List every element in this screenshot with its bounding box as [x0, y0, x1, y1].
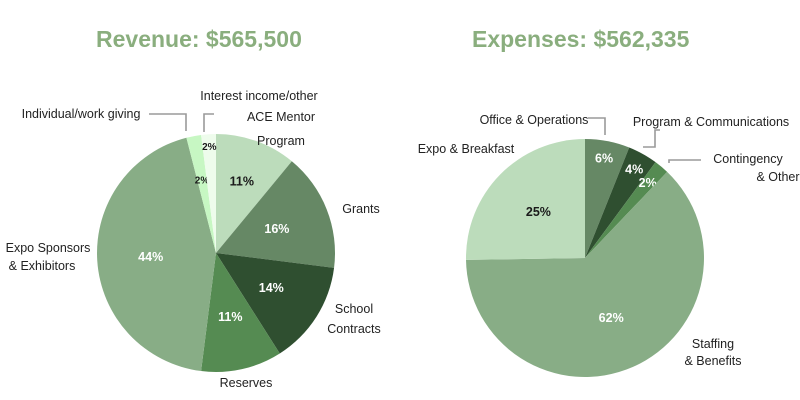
revenue-leader-line-individual-work-giving	[149, 113, 187, 131]
expenses-slice-office-operations	[585, 139, 630, 258]
revenue-pct-label-school-contracts: 14%	[259, 281, 284, 295]
revenue-chart-title: Revenue: $565,500	[96, 26, 302, 52]
expenses-category-label-program-communications: Program & Communications	[633, 115, 789, 129]
revenue-category-label-school-contracts: School	[335, 302, 373, 316]
expenses-pct-label-expo-breakfast: 25%	[526, 205, 551, 219]
expenses-pct-label-office-operations: 6%	[595, 152, 613, 166]
revenue-category-label-grants: Grants	[342, 202, 380, 216]
expenses-chart-title: Expenses: $562,335	[472, 26, 690, 52]
revenue-category-label-interest-income-other: Interest income/other	[200, 89, 317, 103]
revenue-slice-school-contracts	[216, 253, 335, 354]
expenses-slice-program-communications	[585, 147, 656, 258]
revenue-category-label-ace-mentor-program: ACE Mentor	[247, 110, 315, 124]
expenses-leader-line-office-operations	[588, 117, 606, 135]
revenue-slice-ace-mentor-program	[216, 134, 292, 253]
expenses-category-label-staffing-benefits: & Benefits	[685, 354, 742, 368]
revenue-pct-label-individual-work-giving: 2%	[195, 175, 210, 186]
expenses-category-label-contingency-other: Contingency	[713, 152, 783, 166]
revenue-category-label-ace-mentor-program: Program	[257, 134, 305, 148]
revenue-pct-label-reserves: 11%	[218, 310, 242, 324]
expenses-pct-label-program-communications: 4%	[625, 163, 643, 177]
revenue-slice-grants	[216, 161, 335, 268]
revenue-category-label-individual-work-giving: Individual/work giving	[22, 107, 141, 121]
revenue-category-label-school-contracts: Contracts	[327, 322, 381, 336]
expenses-category-label-contingency-other: & Other	[756, 170, 799, 184]
expenses-category-label-staffing-benefits: Staffing	[692, 337, 734, 351]
revenue-pct-label-ace-mentor-program: 11%	[230, 174, 254, 188]
revenue-category-label-reserves: Reserves	[220, 376, 273, 390]
revenue-pct-label-grants: 16%	[264, 222, 289, 236]
revenue-leader-line-interest-income-other	[203, 113, 214, 132]
revenue-slice-reserves	[201, 253, 280, 372]
expenses-leader-line-program-communications	[643, 129, 660, 148]
expenses-category-label-expo-breakfast: Expo & Breakfast	[418, 142, 515, 156]
revenue-category-label-expo-sponsors-exhibitors: Expo Sponsors	[6, 241, 91, 255]
expenses-slice-contingency-other	[585, 162, 668, 258]
expenses-pct-label-contingency-other: 2%	[639, 176, 657, 190]
revenue-slice-individual-work-giving	[186, 134, 216, 253]
revenue-slice-expo-sponsors-exhibitors	[97, 137, 216, 372]
expenses-slice-expo-breakfast	[465, 139, 585, 260]
revenue-category-label-expo-sponsors-exhibitors: & Exhibitors	[9, 259, 76, 273]
expenses-slice-staffing-benefits	[466, 171, 704, 377]
expenses-category-label-office-operations: Office & Operations	[480, 113, 589, 127]
expenses-leader-line-contingency-other	[668, 159, 701, 163]
revenue-pct-label-interest-income-other: 2%	[202, 142, 217, 153]
revenue-slice-interest-income-other	[201, 134, 216, 253]
expenses-pct-label-staffing-benefits: 62%	[599, 311, 624, 325]
revenue-pct-label-expo-sponsors-exhibitors: 44%	[138, 250, 163, 264]
